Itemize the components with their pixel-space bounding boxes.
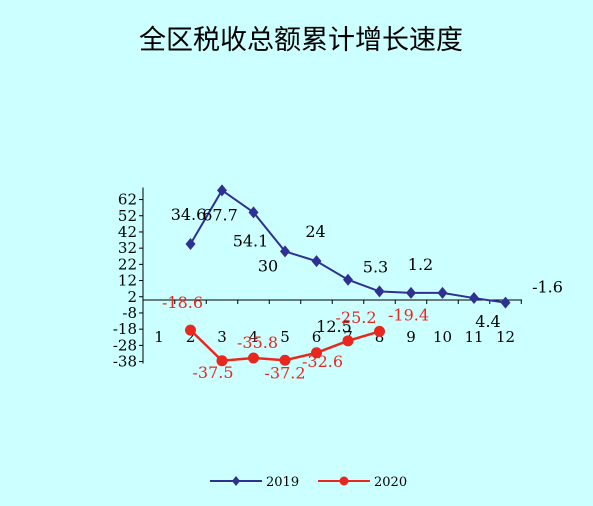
point-2019 bbox=[469, 292, 479, 305]
y-tick-label: -18 bbox=[113, 320, 137, 338]
y-tick-label: -8 bbox=[122, 304, 137, 322]
data-label-2019: 34.6 bbox=[171, 205, 207, 224]
y-tick-label: 12 bbox=[118, 272, 137, 290]
x-tick-label: 8 bbox=[375, 328, 385, 346]
legend-label-2019: 2019 bbox=[266, 475, 299, 490]
point-2019 bbox=[185, 237, 196, 250]
plot-area: 6252423222122-8-18-28-381234567891011123… bbox=[113, 184, 563, 382]
legend-swatch-marker-2020 bbox=[339, 476, 349, 486]
data-label-2019: 5.3 bbox=[363, 257, 388, 276]
chart-title: 全区税收总额累计增长速度 bbox=[139, 25, 463, 56]
data-label-2019: 67.7 bbox=[202, 205, 238, 224]
point-2020 bbox=[185, 324, 196, 336]
y-tick-label: 42 bbox=[118, 223, 137, 241]
legend-label-2020: 2020 bbox=[374, 475, 407, 490]
x-tick-label: 9 bbox=[406, 328, 416, 346]
legend: 2019 2020 bbox=[210, 475, 407, 490]
data-label-2020: -25.2 bbox=[335, 308, 376, 327]
data-label-2019: -1.6 bbox=[532, 278, 563, 297]
y-tick-label: 2 bbox=[127, 288, 137, 306]
data-label-2019: 4.4 bbox=[475, 312, 500, 331]
data-label-2019: 24 bbox=[305, 222, 325, 241]
point-2019 bbox=[248, 206, 259, 219]
x-tick-label: 3 bbox=[217, 328, 227, 346]
x-tick-label: 11 bbox=[464, 328, 483, 346]
x-tick-label: 5 bbox=[280, 328, 290, 346]
data-label-2019: 30 bbox=[258, 256, 278, 275]
point-2019 bbox=[437, 286, 448, 299]
point-2019 bbox=[406, 286, 416, 299]
x-tick-label: 12 bbox=[496, 328, 515, 346]
data-label-2020: -18.6 bbox=[162, 293, 203, 312]
legend-swatch-marker-2019 bbox=[232, 476, 240, 486]
data-label-2020: -19.4 bbox=[388, 305, 429, 324]
y-tick-label: 52 bbox=[118, 207, 137, 225]
x-tick-label: 1 bbox=[154, 328, 164, 346]
point-2020 bbox=[311, 347, 322, 359]
point-2019 bbox=[343, 273, 353, 286]
point-2019 bbox=[280, 245, 290, 258]
y-tick-label: 22 bbox=[118, 255, 137, 273]
y-tick-label: 62 bbox=[118, 191, 137, 209]
data-label-2020: -32.6 bbox=[302, 352, 343, 371]
y-tick-label: 32 bbox=[118, 239, 137, 257]
point-2019 bbox=[500, 296, 511, 309]
point-2019 bbox=[374, 285, 385, 298]
data-label-2019: 1.2 bbox=[408, 255, 433, 274]
point-2020 bbox=[342, 335, 354, 347]
point-2020 bbox=[374, 325, 385, 337]
point-2020 bbox=[248, 352, 259, 364]
point-2019 bbox=[217, 184, 227, 197]
data-label-2020: -37.5 bbox=[192, 363, 233, 382]
data-label-2020: -37.2 bbox=[264, 363, 305, 382]
data-label-2019: 54.1 bbox=[233, 231, 269, 250]
data-label-2020: -35.8 bbox=[237, 333, 278, 352]
point-2020 bbox=[216, 355, 228, 367]
data-label-2019: 12.5 bbox=[316, 317, 352, 336]
y-tick-label: -38 bbox=[113, 353, 137, 371]
x-tick-label: 4 bbox=[249, 328, 259, 346]
x-tick-label: 10 bbox=[433, 328, 452, 346]
point-2020 bbox=[279, 354, 291, 366]
x-tick-label: 6 bbox=[312, 328, 322, 346]
point-2019 bbox=[311, 255, 322, 268]
y-tick-label: -28 bbox=[113, 336, 137, 354]
x-tick-label: 2 bbox=[186, 328, 196, 346]
